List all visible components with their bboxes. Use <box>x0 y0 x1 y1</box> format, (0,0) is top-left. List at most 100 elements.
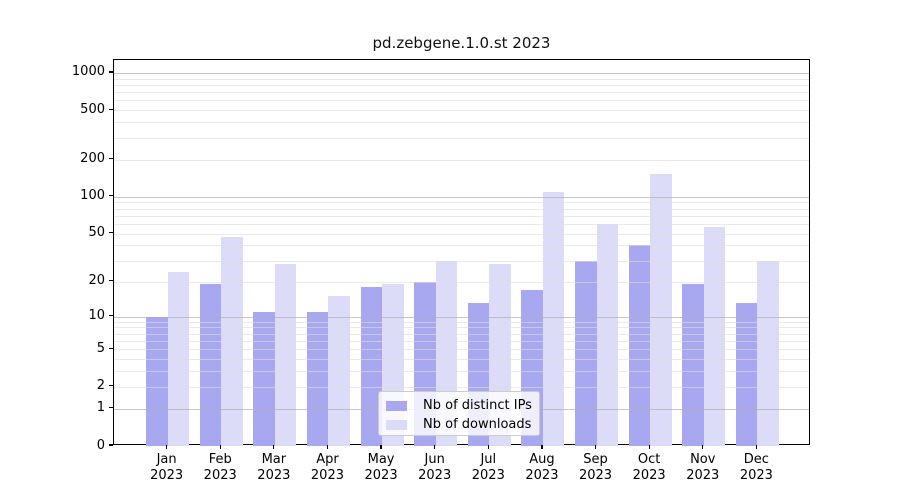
y-tick-mark <box>109 108 113 110</box>
y-tick-mark <box>109 406 113 409</box>
x-tick-year: 2023 <box>257 468 291 483</box>
y-tick-mark <box>109 385 113 387</box>
x-axis-tick-label: May 2023 <box>351 452 411 484</box>
grid-line-minor <box>114 215 809 217</box>
chart-title: pd.zebgene.1.0.st 2023 <box>372 34 551 52</box>
grid-line-minor <box>114 110 809 112</box>
grid-line-minor <box>114 92 809 94</box>
x-tick-year: 2023 <box>310 468 344 483</box>
x-tick-month: Aug <box>529 452 555 467</box>
x-tick-month: Oct <box>637 452 661 467</box>
bar-distinct-ips <box>253 311 275 446</box>
x-tick-month: Mar <box>261 452 287 467</box>
y-axis-tick-label: 500 <box>80 101 105 117</box>
y-tick-mark <box>109 71 113 73</box>
x-tick-year: 2023 <box>150 468 184 483</box>
plot-area <box>113 59 810 446</box>
legend-swatch-distinct-ips <box>386 400 407 411</box>
x-axis-tick-label: Jun 2023 <box>405 452 465 484</box>
grid-line-minor <box>114 159 809 161</box>
y-tick-mark <box>109 444 113 446</box>
bar-downloads <box>274 264 297 446</box>
x-tick-mark <box>166 445 168 449</box>
x-tick-mark <box>594 445 597 449</box>
x-axis-tick-label: Feb 2023 <box>190 452 250 484</box>
x-tick-mark <box>380 445 382 449</box>
x-tick-year: 2023 <box>578 468 613 483</box>
x-tick-month: Jul <box>480 452 497 467</box>
legend-label-downloads: Nb of downloads <box>423 417 532 432</box>
x-tick-mark <box>541 445 543 449</box>
y-axis-tick-label: 2 <box>96 378 105 394</box>
y-axis-tick-label: 20 <box>88 273 105 289</box>
x-tick-month: Dec <box>743 452 769 467</box>
x-tick-year: 2023 <box>686 468 720 483</box>
y-tick-mark <box>109 347 113 349</box>
x-tick-mark <box>434 445 436 449</box>
bar-distinct-ips <box>360 287 383 446</box>
x-axis-tick-label: Aug 2023 <box>512 452 572 484</box>
x-tick-mark <box>755 445 757 449</box>
bar-downloads <box>167 272 190 446</box>
bar-downloads <box>328 296 350 446</box>
x-axis-tick-label: Oct 2023 <box>619 452 679 484</box>
legend-item-downloads: Nb of downloads <box>386 415 539 434</box>
bar-distinct-ips <box>735 303 758 446</box>
y-axis-tick-label: 1000 <box>71 64 105 80</box>
bar-downloads <box>650 174 672 446</box>
x-tick-mark <box>487 445 489 449</box>
x-axis-tick-label: Jul 2023 <box>458 452 518 484</box>
legend-item-distinct-ips: Nb of distinct IPs <box>386 396 539 415</box>
y-axis-tick-label: 1 <box>96 400 105 416</box>
bar-distinct-ips <box>682 284 704 446</box>
grid-line-minor <box>114 224 809 225</box>
x-tick-mark <box>326 445 329 449</box>
grid-line-minor <box>114 202 809 204</box>
bar-distinct-ips <box>575 260 597 446</box>
grid-line-minor <box>114 100 809 102</box>
x-axis-tick-label: Dec 2023 <box>726 452 786 484</box>
bar-distinct-ips <box>306 311 329 446</box>
bar-distinct-ips <box>146 316 168 446</box>
x-axis-tick-label: Mar 2023 <box>244 452 304 484</box>
bar-downloads <box>221 236 243 446</box>
y-tick-mark <box>109 158 113 160</box>
y-axis-tick-label: 200 <box>80 151 105 167</box>
grid-line-minor <box>114 78 809 80</box>
bar-distinct-ips <box>199 284 222 446</box>
x-tick-year: 2023 <box>418 468 452 483</box>
y-axis-tick-label: 100 <box>80 188 105 204</box>
legend-label-distinct-ips: Nb of distinct IPs <box>423 398 532 413</box>
x-tick-month: May <box>367 452 395 467</box>
bar-downloads <box>757 260 779 446</box>
x-tick-year: 2023 <box>203 468 237 483</box>
x-tick-mark <box>273 445 275 449</box>
y-tick-mark <box>109 279 113 282</box>
grid-line-minor <box>114 208 809 210</box>
x-axis-tick-label: Apr 2023 <box>297 452 357 484</box>
y-tick-mark <box>109 314 113 317</box>
y-axis-tick-label: 0 <box>96 437 105 453</box>
y-tick-mark <box>109 232 113 234</box>
x-tick-year: 2023 <box>471 468 505 483</box>
x-tick-year: 2023 <box>364 468 398 483</box>
legend-swatch-downloads <box>386 419 407 430</box>
x-axis-tick-label: Sep 2023 <box>566 452 626 484</box>
grid-line-minor <box>114 137 809 139</box>
grid-line-minor <box>114 122 809 124</box>
x-tick-month: Sep <box>583 452 608 467</box>
x-tick-month: Feb <box>208 452 232 467</box>
y-axis-tick-label: 10 <box>88 308 105 323</box>
x-tick-year: 2023 <box>525 468 559 483</box>
x-axis-tick-label: Nov 2023 <box>673 452 733 484</box>
x-tick-month: Nov <box>690 452 716 467</box>
x-tick-mark <box>219 445 221 449</box>
legend: Nb of distinct IPs Nb of downloads <box>378 391 540 436</box>
x-tick-month: Jan <box>156 452 177 467</box>
bar-downloads <box>542 191 565 446</box>
grid-line-major <box>114 72 809 74</box>
grid-line-major <box>114 196 809 198</box>
bar-downloads <box>596 224 619 446</box>
x-tick-month: Jun <box>424 452 445 467</box>
x-tick-mark <box>648 445 650 449</box>
